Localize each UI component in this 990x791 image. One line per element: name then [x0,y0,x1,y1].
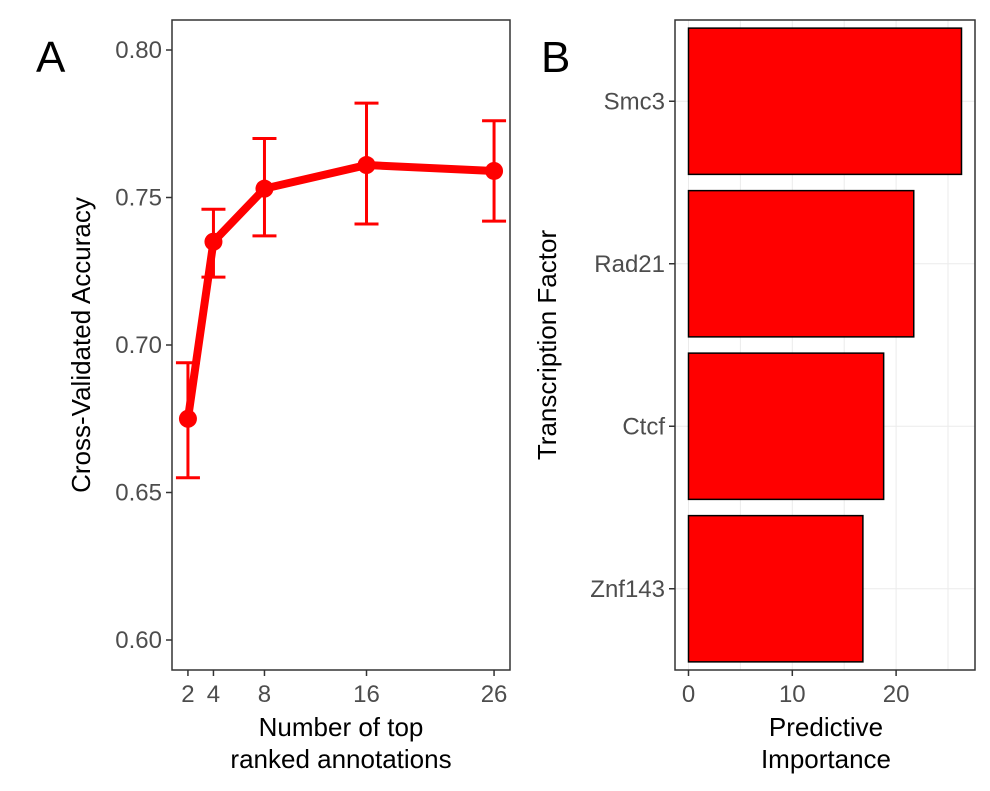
bar [687,27,963,176]
y-tick-label-b: Smc3 [604,88,665,115]
accuracy-line [183,161,495,420]
y-tick-label-b: Znf143 [590,576,665,603]
x-axis-a: 2 4 8 16 26 [181,670,507,708]
x-tick-label-a: 26 [481,681,508,708]
importance-bars [687,27,963,663]
plot-frame-a [171,19,511,671]
x-axis-title-b-line1: Predictive [769,712,883,742]
x-tick-label-b: 0 [682,681,695,708]
x-tick-label-a: 2 [181,681,194,708]
bar [687,352,885,501]
x-axis-b: 0 10 20 [682,670,910,708]
plot-frame-b [674,19,976,671]
y-tick-label-a: 0.75 [115,185,162,212]
bar [687,514,864,663]
x-axis-title-a-line2: ranked annotations [230,744,451,774]
x-tick-label-a: 4 [207,681,220,708]
y-axis-a: 0.60 0.65 0.70 0.75 0.80 [115,37,172,654]
x-tick-label-b: 10 [779,681,806,708]
y-tick-label-b: Ctcf [622,413,665,440]
accuracy-series [175,101,507,480]
x-tick-label-a: 8 [258,681,271,708]
y-tick-label-a: 0.80 [115,37,162,64]
y-tick-label-a: 0.65 [115,480,162,507]
bar [687,189,915,338]
x-axis-title-a-line1: Number of top [259,712,424,742]
panel-letter-b: B [541,33,570,82]
y-tick-label-a: 0.70 [115,332,162,359]
y-axis-title-a: Cross-Validated Accuracy [66,197,96,493]
y-axis-b: Smc3 Rad21 Ctcf Znf143 [590,88,675,603]
data-point [255,179,274,198]
x-axis-title-b-line2: Importance [761,744,891,774]
data-point [204,232,223,251]
data-point [178,409,197,428]
y-axis-title-b: Transcription Factor [532,230,562,461]
data-point [485,161,504,180]
y-tick-label-b: Rad21 [594,251,665,278]
y-tick-label-a: 0.60 [115,627,162,654]
panel-a: A 0.60 0.65 0.70 0.75 0.80 2 4 8 16 26 Cross-Val… [36,19,511,774]
data-point [357,156,376,175]
x-tick-label-a: 16 [353,681,380,708]
panel-b: B Smc3 Rad21 Ctcf Znf143 0 10 20 Transcriptio… [532,19,976,774]
panel-letter-a: A [36,33,66,82]
x-tick-label-b: 20 [883,681,910,708]
